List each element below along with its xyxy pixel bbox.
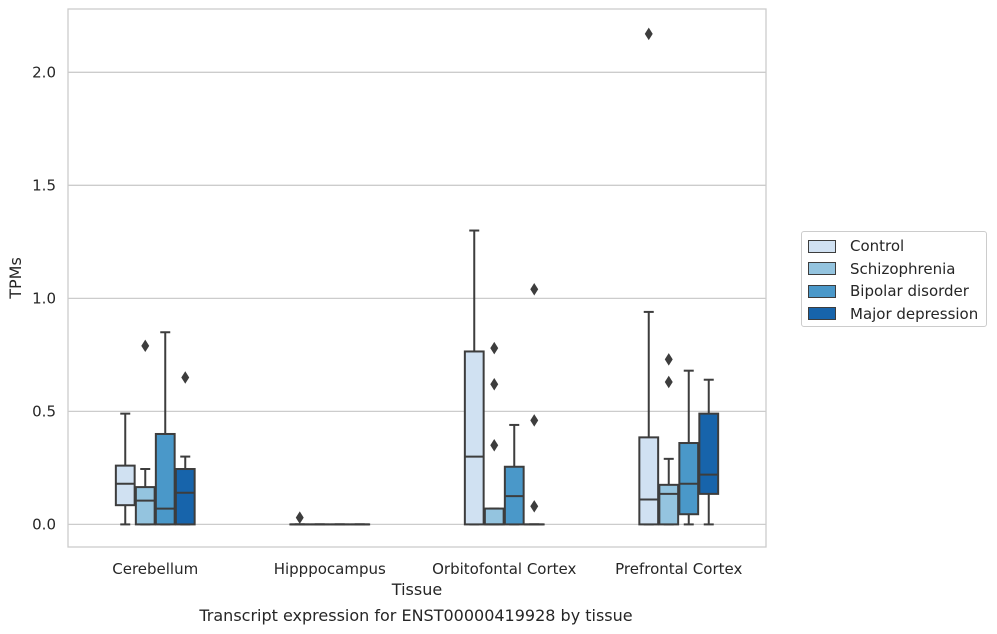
legend-item-bipolar: Bipolar disorder <box>808 280 986 303</box>
x-tick-label: Hipppocampus <box>274 560 386 578</box>
box <box>134 339 156 526</box>
outlier-point <box>295 511 304 524</box>
y-tick-label: 1.0 <box>32 289 56 307</box>
box <box>698 378 720 526</box>
box <box>174 371 196 526</box>
y-axis-label: TPMs <box>6 257 25 300</box>
outlier-point <box>664 353 673 366</box>
iqr-box <box>154 432 176 526</box>
outlier-point <box>530 500 539 513</box>
series-schizophrenia <box>134 339 680 526</box>
outlier-point <box>490 439 499 452</box>
legend-swatch-bipolar <box>808 284 836 298</box>
y-tick-label: 0.5 <box>32 402 56 420</box>
box <box>483 341 505 526</box>
outlier-point <box>644 27 653 41</box>
box <box>114 412 136 526</box>
iqr-box <box>638 436 660 526</box>
x-tick-label: Cerebellum <box>112 560 198 578</box>
iqr-box <box>678 442 700 516</box>
outlier-point <box>530 414 539 427</box>
iqr-box <box>698 412 720 495</box>
legend-item-major-depression: Major depression <box>808 303 986 326</box>
box <box>154 331 176 526</box>
box <box>503 423 525 526</box>
x-tick-label: Orbitofontal Cortex <box>432 560 576 578</box>
box <box>658 353 680 526</box>
plot-frame <box>67 8 767 548</box>
outlier-point <box>530 283 539 296</box>
series-bipolar-disorder <box>154 331 700 526</box>
series-control <box>114 27 660 526</box>
x-tick-label: Prefrontal Cortex <box>615 560 742 578</box>
outlier-point <box>490 341 499 355</box>
iqr-box <box>114 464 136 507</box>
outlier-point <box>664 375 673 389</box>
iqr-box <box>174 468 196 526</box>
y-ticks: 0.0 0.5 1.0 1.5 2.0 <box>32 63 56 533</box>
y-tick-label: 1.5 <box>32 176 56 194</box>
legend-label-major-depression: Major depression <box>850 304 979 323</box>
iqr-box <box>134 486 156 526</box>
iqr-box <box>483 507 505 526</box>
chart-caption: Transcript expression for ENST0000041992… <box>199 606 633 625</box>
y-tick-label: 0.0 <box>32 515 56 533</box>
x-axis-label: Tissue <box>391 580 442 599</box>
series-major-depression <box>174 283 720 526</box>
outlier-point <box>490 377 499 391</box>
box-series <box>114 27 720 526</box>
legend-label-bipolar: Bipolar disorder <box>850 282 969 301</box>
box <box>638 27 660 526</box>
box <box>523 283 545 526</box>
iqr-box <box>463 350 485 526</box>
legend-swatch-schizophrenia <box>808 262 836 276</box>
iqr-box <box>658 483 680 526</box>
outlier-point <box>181 371 190 384</box>
legend-item-control: Control <box>808 235 986 258</box>
legend-label-control: Control <box>850 237 905 256</box>
legend-label-schizophrenia: Schizophrenia <box>850 259 956 278</box>
legend: Control Schizophrenia Bipolar disorder M… <box>801 231 987 327</box>
legend-item-schizophrenia: Schizophrenia <box>808 258 986 281</box>
legend-swatch-major-depression <box>808 307 836 321</box>
box <box>289 511 311 526</box>
y-tick-label: 2.0 <box>32 63 56 81</box>
legend-swatch-control <box>808 239 836 253</box>
x-ticks: Cerebellum Hipppocampus Orbitofontal Corte… <box>112 560 742 578</box>
box <box>678 369 700 526</box>
box <box>463 229 485 526</box>
outlier-point <box>141 339 150 353</box>
